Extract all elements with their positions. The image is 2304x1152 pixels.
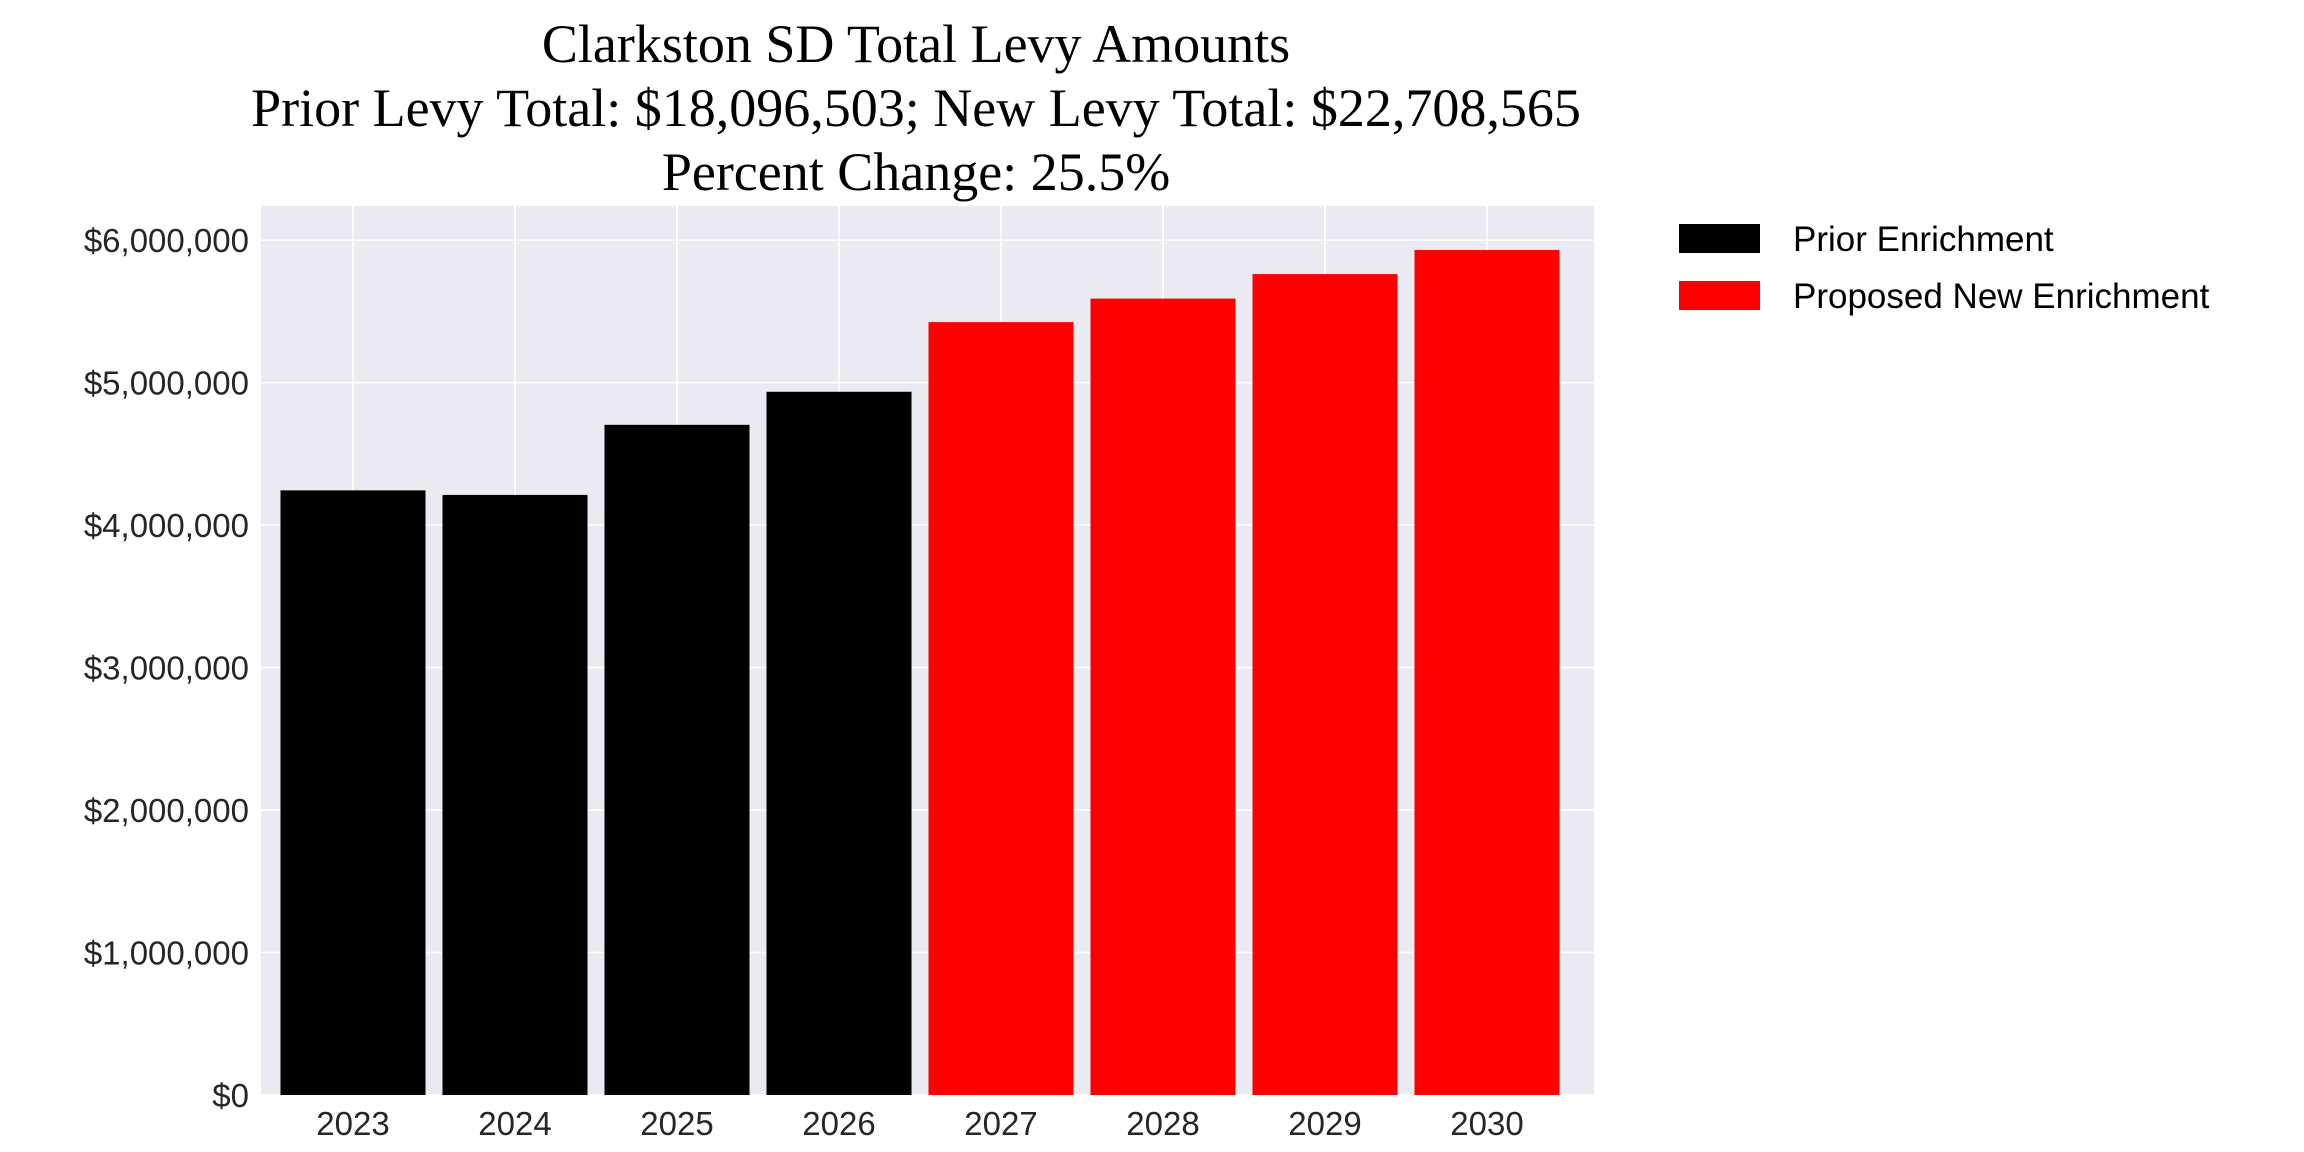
chart-title: Clarkston SD Total Levy Amounts Prior Le…	[251, 14, 1581, 202]
bar-2025	[604, 424, 750, 1095]
bar-2027	[928, 322, 1074, 1095]
x-axis-ticks: 2023 2024 2025 2026 2027 2028 2029 2030	[316, 1105, 1523, 1142]
legend-label-prior: Prior Enrichment	[1793, 220, 2054, 259]
title-line-3: Percent Change: 25.5%	[662, 142, 1170, 202]
y-tick-label: $2,000,000	[84, 792, 249, 829]
bar-2029	[1252, 274, 1398, 1095]
y-tick-label: $0	[212, 1077, 249, 1114]
bar-2024	[442, 494, 588, 1095]
legend-label-proposed: Proposed New Enrichment	[1793, 277, 2210, 316]
x-tick-label: 2025	[640, 1105, 713, 1142]
y-tick-label: $3,000,000	[84, 650, 249, 687]
legend-swatch-proposed	[1679, 281, 1760, 310]
y-axis-ticks: $0 $1,000,000 $2,000,000 $3,000,000 $4,000,0…	[84, 222, 249, 1114]
x-tick-label: 2028	[1126, 1105, 1199, 1142]
legend-swatch-prior	[1679, 224, 1760, 253]
bars	[280, 250, 1560, 1096]
bar-2030	[1414, 250, 1560, 1096]
x-tick-label: 2030	[1450, 1105, 1523, 1142]
y-tick-label: $6,000,000	[84, 222, 249, 259]
y-tick-label: $4,000,000	[84, 507, 249, 544]
bar-2026	[766, 391, 912, 1095]
title-line-1: Clarkston SD Total Levy Amounts	[542, 14, 1290, 74]
x-tick-label: 2027	[964, 1105, 1037, 1142]
y-tick-label: $5,000,000	[84, 365, 249, 402]
bar-2023	[280, 490, 426, 1095]
x-tick-label: 2023	[316, 1105, 389, 1142]
x-tick-label: 2024	[478, 1105, 551, 1142]
x-tick-label: 2029	[1288, 1105, 1361, 1142]
bar-2028	[1090, 298, 1236, 1096]
x-tick-label: 2026	[802, 1105, 875, 1142]
legend: Prior Enrichment Proposed New Enrichment	[1679, 220, 2210, 316]
y-tick-label: $1,000,000	[84, 935, 249, 972]
title-line-2: Prior Levy Total: $18,096,503; New Levy …	[251, 78, 1581, 138]
